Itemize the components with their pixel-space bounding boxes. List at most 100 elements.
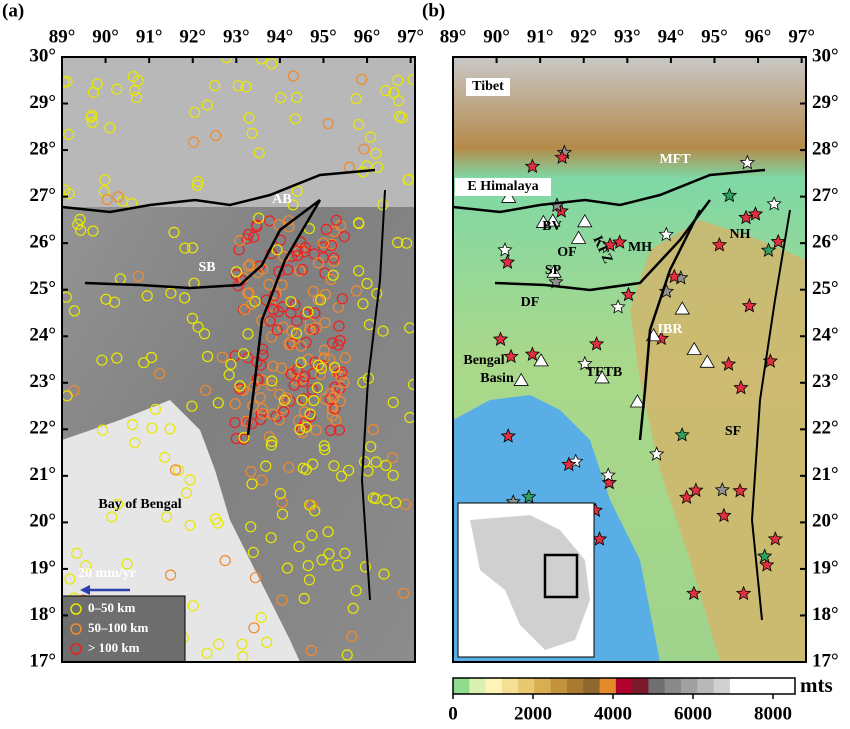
station-triangle <box>500 189 517 203</box>
map-label: Bay of Bengal <box>98 497 181 512</box>
earthquake <box>347 602 359 614</box>
earthquake <box>358 143 370 155</box>
earthquake <box>255 413 267 425</box>
fault-line <box>453 168 766 214</box>
colorbar-segment <box>485 678 503 694</box>
lon-tick-label: 95° <box>310 26 337 47</box>
earthquake <box>112 191 124 203</box>
earthquake <box>132 75 144 87</box>
earthquake <box>132 270 145 282</box>
station <box>733 379 749 395</box>
lat-tick-label: 22° <box>812 418 839 439</box>
station-triangle <box>533 353 549 367</box>
lat-tick-label: 20° <box>29 511 56 532</box>
earthquake <box>72 218 84 230</box>
lat-tick-label: 19° <box>812 557 839 578</box>
map-label: MH <box>628 240 652 255</box>
earthquake <box>229 417 241 429</box>
earthquake <box>284 395 296 407</box>
fault-line <box>246 199 322 436</box>
colorbar-segment <box>469 678 487 694</box>
earthquake <box>292 415 305 427</box>
colorbar-unit: mts <box>800 673 833 697</box>
earthquake <box>296 394 308 406</box>
map-a <box>62 57 415 662</box>
earthquake <box>68 305 81 317</box>
earthquake <box>230 432 242 445</box>
earthquake <box>350 285 363 297</box>
earthquake <box>316 554 328 566</box>
station <box>492 331 509 346</box>
earthquake <box>245 521 257 533</box>
earthquake <box>265 439 277 451</box>
station <box>600 467 616 482</box>
lat-tick-label: 28° <box>812 138 839 159</box>
lat-tick-label: 20° <box>812 511 839 532</box>
earthquake <box>357 298 369 310</box>
lat-tick-label: 30° <box>29 45 56 66</box>
earthquake <box>236 638 248 650</box>
earthquake <box>318 344 330 356</box>
earthquake <box>80 560 92 572</box>
earthquake <box>370 493 382 505</box>
lon-tick-label: 96° <box>354 26 381 47</box>
map-label: OF <box>557 245 576 260</box>
earthquake <box>248 231 260 243</box>
colorbar-segment <box>632 678 649 694</box>
inset-box <box>543 553 579 599</box>
colorbar-segment <box>713 678 731 694</box>
earthquake <box>377 199 389 211</box>
scale-label: 20 mm/yr <box>78 566 136 581</box>
earthquake <box>291 91 303 104</box>
earthquake <box>96 424 109 436</box>
lat-tick-label: 30° <box>812 45 839 66</box>
lat-tick-label: 24° <box>29 325 56 346</box>
earthquake <box>278 394 290 406</box>
earthquake <box>164 423 176 435</box>
earthquake <box>377 325 389 337</box>
earthquake <box>266 375 278 387</box>
earthquake <box>361 277 373 290</box>
earthquake <box>141 290 153 302</box>
station <box>658 226 674 242</box>
earthquake <box>104 122 116 134</box>
earthquake <box>302 353 314 365</box>
map-frame <box>61 56 416 663</box>
station <box>588 336 605 351</box>
map-label: BV <box>542 219 561 234</box>
station <box>766 196 782 211</box>
colorbar-tick-label: 8000 <box>754 703 792 724</box>
fault-line <box>84 199 321 290</box>
earthquake <box>311 382 323 394</box>
colorbar-segment <box>583 678 601 694</box>
earthquake <box>318 352 330 364</box>
lat-tick-label: 22° <box>29 418 56 439</box>
earthquake <box>325 424 337 436</box>
colorbar-segment <box>664 678 682 694</box>
earthquake <box>266 58 278 70</box>
earthquake <box>106 511 118 523</box>
station <box>561 456 577 472</box>
earthquake <box>252 374 264 387</box>
lat-tick-label: 24° <box>812 325 839 346</box>
earthquake <box>232 80 244 92</box>
map-label: NH <box>730 227 751 242</box>
earthquake <box>303 574 316 586</box>
earthquake <box>365 131 377 143</box>
earthquake <box>367 423 379 436</box>
earthquake <box>322 526 334 538</box>
earthquake <box>291 315 303 327</box>
earthquake <box>285 296 297 308</box>
station <box>747 206 764 221</box>
station <box>688 482 704 497</box>
earthquake <box>359 456 371 468</box>
station-triangle <box>699 354 715 368</box>
earthquake <box>233 244 245 256</box>
label-box <box>455 178 551 196</box>
earthquake <box>291 185 303 197</box>
lon-tick-label: 90° <box>92 26 119 47</box>
colorbar-tick-label: 6000 <box>674 703 712 724</box>
earthquake <box>186 242 199 254</box>
earthquake <box>202 350 214 363</box>
earthquake <box>392 74 404 86</box>
